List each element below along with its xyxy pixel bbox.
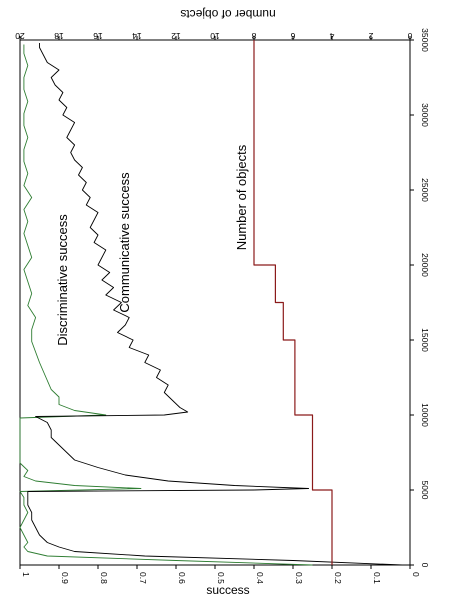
x-tick-label: 35000 — [420, 28, 430, 52]
annotation-label: Communicative success — [117, 172, 132, 313]
y-right-tick-label: 10 — [210, 31, 220, 41]
y-right-tick-label: 18 — [54, 31, 64, 41]
y-left-tick-label: 0.9 — [60, 572, 70, 584]
y-left-tick-label: 0 — [411, 572, 421, 577]
y-right-tick-label: 20 — [15, 31, 25, 41]
annotation-label: Discriminative success — [55, 214, 70, 346]
y-left-tick-label: 1 — [21, 572, 31, 577]
y-left-axis-title: success — [206, 583, 249, 597]
y-left-tick-label: 0.7 — [138, 572, 148, 584]
y-right-tick-label: 12 — [171, 31, 181, 41]
y-left-tick-label: 0.1 — [372, 572, 382, 584]
x-tick-label: 15000 — [420, 328, 430, 352]
x-tick-label: 5000 — [420, 481, 430, 500]
annotation-label: Number of objects — [234, 144, 249, 250]
y-right-tick-label: 8 — [251, 31, 256, 41]
y-right-tick-label: 2 — [368, 31, 373, 41]
y-right-tick-label: 0 — [407, 31, 412, 41]
y-left-tick-label: 0.5 — [216, 572, 226, 584]
y-left-tick-label: 0.4 — [255, 572, 265, 584]
y-left-tick-label: 0.2 — [333, 572, 343, 584]
series-line-communicative-success — [27, 43, 403, 566]
series-line-discriminative-success — [19, 44, 313, 566]
y-left-tick-label: 0.8 — [99, 572, 109, 584]
series-line-number-of-objects — [253, 40, 333, 565]
x-tick-label: 20000 — [420, 253, 430, 277]
y-left-tick-label: 0.6 — [177, 572, 187, 584]
x-tick-label: 30000 — [420, 103, 430, 127]
y-right-axis-title: number of objects — [180, 7, 275, 21]
x-tick-label: 10000 — [420, 403, 430, 427]
x-tick-label: 25000 — [420, 178, 430, 202]
x-tick-label: 0 — [420, 563, 430, 568]
y-left-tick-label: 0.3 — [294, 572, 304, 584]
y-right-tick-label: 6 — [290, 31, 295, 41]
y-right-tick-label: 16 — [93, 31, 103, 41]
y-right-tick-label: 4 — [329, 31, 334, 41]
y-right-tick-label: 14 — [132, 31, 142, 41]
